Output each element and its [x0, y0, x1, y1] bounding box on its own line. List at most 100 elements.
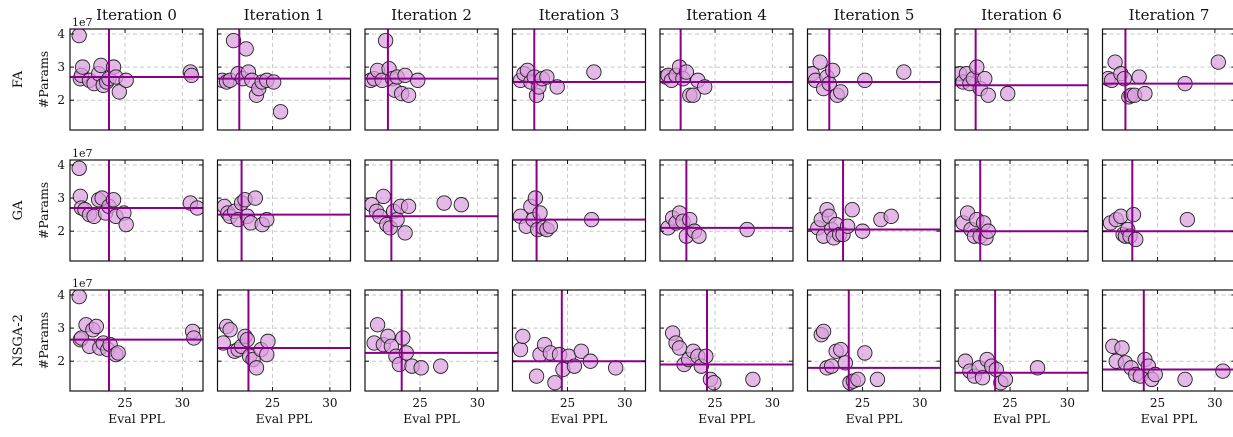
scatter-point — [259, 346, 275, 363]
x-tick-label: 25 — [1002, 396, 1017, 410]
row-label-nsga-2: NSGA-2 — [11, 314, 26, 367]
panel-ga-iteration-4 — [659, 159, 794, 262]
scatter-point — [512, 341, 529, 358]
x-axis-label: Eval PPL — [256, 411, 313, 426]
column-title-iteration-5: Iteration 5 — [834, 6, 915, 24]
scatter-point — [453, 197, 469, 213]
scatter-point — [857, 345, 873, 361]
scatter-point — [1029, 360, 1046, 376]
panel-fa-iteration-1 — [216, 28, 352, 131]
x-axis-label: Eval PPL — [1141, 411, 1198, 426]
scatter-point — [110, 345, 126, 361]
scatter-point — [217, 335, 231, 351]
y-exponent-label: 1e7 — [72, 147, 93, 160]
y-exponent-label: 1e7 — [72, 277, 93, 290]
panel-frame — [364, 289, 499, 392]
x-tick-label: 25 — [707, 396, 722, 410]
scatter-point — [678, 64, 695, 80]
scatter-point — [1000, 85, 1016, 102]
x-tick-label: 30 — [1060, 396, 1075, 410]
panel-frame — [69, 28, 204, 131]
x-tick-label: 25 — [855, 396, 870, 410]
panel-nsga-2-iteration-5: 25 30 — [806, 289, 942, 410]
panel-nsga-2-iteration-4: 25 30 — [659, 289, 794, 410]
panel-ga-iteration-2 — [364, 159, 499, 262]
scatter-point — [375, 188, 391, 205]
x-tick-label: 30 — [470, 396, 485, 410]
y-tick-label: 2 — [57, 224, 65, 238]
scatter-point — [547, 375, 563, 391]
scatter-point — [833, 84, 849, 100]
scatter-point — [1125, 206, 1142, 223]
x-tick-label: 30 — [912, 396, 927, 410]
panel-nsga-2-iteration-7: 25 30 — [1101, 289, 1233, 410]
panel-frame — [659, 289, 794, 392]
scatter-point — [410, 72, 426, 88]
scatter-point — [823, 358, 840, 374]
scatter-point — [436, 195, 452, 211]
scatter-point — [745, 371, 761, 388]
panel-ga-iteration-7 — [1101, 159, 1233, 262]
column-title-iteration-3: Iteration 3 — [539, 6, 620, 24]
scatter-point — [698, 348, 714, 364]
y-tick-label: 3 — [57, 60, 65, 74]
scatter-point — [400, 87, 417, 103]
scatter-point — [247, 190, 263, 206]
column-title-iteration-6: Iteration 6 — [981, 6, 1062, 24]
scatter-point — [111, 84, 127, 100]
panel-frame — [659, 159, 794, 262]
scatter-point — [1128, 231, 1144, 248]
scatter-point — [88, 318, 105, 335]
scatter-point — [225, 32, 242, 49]
scatter-point — [857, 72, 873, 88]
x-tick-label: 25 — [560, 396, 575, 410]
scatter-point — [515, 328, 531, 345]
scatter-point — [854, 223, 871, 239]
scatter-point — [186, 330, 202, 346]
scatter-point — [980, 87, 996, 103]
y-axis-label: #Params — [36, 182, 51, 239]
scatter-point — [1131, 69, 1147, 85]
scatter-point — [528, 368, 545, 384]
scatter-point — [573, 343, 589, 359]
x-tick-label: 25 — [412, 396, 427, 410]
x-axis-label: Eval PPL — [551, 411, 608, 426]
scatter-point — [413, 360, 429, 376]
scatter-point — [71, 29, 87, 44]
scatter-point — [833, 341, 849, 358]
scatter-point — [272, 104, 289, 120]
panel-frame — [954, 289, 1089, 392]
panel-fa-iteration-7 — [1101, 28, 1233, 131]
scatter-point — [1147, 366, 1163, 383]
x-tick-label: 30 — [765, 396, 780, 410]
x-tick-label: 25 — [1150, 396, 1165, 410]
x-axis-label: Eval PPL — [403, 411, 460, 426]
scatter-point — [238, 41, 254, 57]
panel-nsga-2-iteration-6: 25 30 — [954, 289, 1089, 410]
scatter-point — [977, 71, 993, 87]
scatter-point — [997, 371, 1014, 388]
scatter-point — [397, 225, 413, 241]
scatter-point — [259, 211, 275, 228]
scatter-point — [222, 322, 238, 338]
panel-frame — [1101, 28, 1233, 131]
scatter-point — [691, 228, 707, 244]
scatter-point — [844, 202, 860, 218]
column-title-iteration-2: Iteration 2 — [391, 6, 472, 24]
panel-ga-iteration-5 — [806, 159, 942, 262]
x-axis-label: Eval PPL — [108, 411, 165, 426]
x-tick-label: 30 — [175, 396, 190, 410]
scatter-point — [1114, 340, 1130, 356]
scatter-point — [739, 221, 755, 238]
y-tick-label: 4 — [57, 288, 65, 302]
scatter-point — [248, 360, 265, 376]
scatter-point — [369, 317, 386, 333]
y-axis-label: #Params — [36, 312, 51, 369]
panel-frame — [216, 28, 352, 131]
panel-frame — [954, 28, 1089, 131]
y-axis-label: #Params — [36, 51, 51, 108]
scatter-point — [883, 208, 899, 224]
x-axis-label: Eval PPL — [993, 411, 1050, 426]
scatter-point — [395, 330, 411, 346]
